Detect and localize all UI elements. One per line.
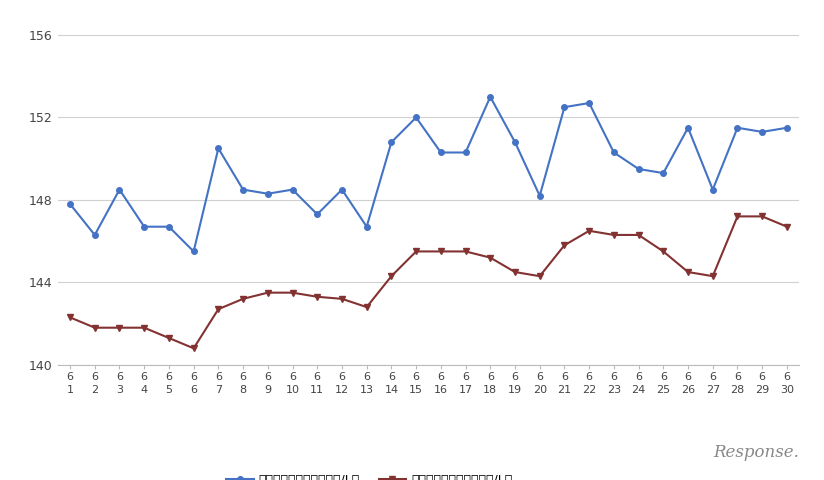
- レギュラー実売価格（円/L）: [535, 273, 545, 279]
- レギュラー看板価格（円/L）: [139, 224, 149, 229]
- レギュラー看板価格（円/L）: [213, 145, 223, 151]
- レギュラー実売価格（円/L）: [609, 232, 619, 238]
- レギュラー看板価格（円/L）: [164, 224, 174, 229]
- レギュラー実売価格（円/L）: [683, 269, 693, 275]
- レギュラー看板価格（円/L）: [584, 100, 594, 106]
- レギュラー実売価格（円/L）: [708, 273, 718, 279]
- レギュラー実売価格（円/L）: [782, 224, 792, 229]
- レギュラー看板価格（円/L）: [757, 129, 767, 135]
- Text: Response.: Response.: [714, 444, 799, 461]
- レギュラー実売価格（円/L）: [658, 249, 668, 254]
- レギュラー看板価格（円/L）: [683, 125, 693, 131]
- レギュラー実売価格（円/L）: [386, 273, 396, 279]
- レギュラー看板価格（円/L）: [312, 212, 322, 217]
- レギュラー看板価格（円/L）: [609, 150, 619, 156]
- レギュラー実売価格（円/L）: [115, 325, 124, 331]
- レギュラー実売価格（円/L）: [510, 269, 520, 275]
- レギュラー看板価格（円/L）: [115, 187, 124, 192]
- レギュラー実売価格（円/L）: [312, 294, 322, 300]
- レギュラー実売価格（円/L）: [90, 325, 100, 331]
- レギュラー実売価格（円/L）: [733, 214, 742, 219]
- レギュラー看板価格（円/L）: [535, 193, 545, 199]
- レギュラー看板価格（円/L）: [485, 94, 495, 100]
- レギュラー看板価格（円/L）: [733, 125, 742, 131]
- レギュラー実売価格（円/L）: [584, 228, 594, 234]
- レギュラー実売価格（円/L）: [65, 314, 75, 320]
- レギュラー看板価格（円/L）: [238, 187, 248, 192]
- レギュラー看板価格（円/L）: [65, 201, 75, 207]
- レギュラー実売価格（円/L）: [411, 249, 421, 254]
- レギュラー実売価格（円/L）: [634, 232, 644, 238]
- レギュラー看板価格（円/L）: [634, 166, 644, 172]
- レギュラー看板価格（円/L）: [263, 191, 273, 197]
- レギュラー実売価格（円/L）: [288, 290, 297, 296]
- レギュラー看板価格（円/L）: [288, 187, 297, 192]
- Line: レギュラー看板価格（円/L）: レギュラー看板価格（円/L）: [68, 94, 789, 254]
- レギュラー看板価格（円/L）: [362, 224, 372, 229]
- Line: レギュラー実売価格（円/L）: レギュラー実売価格（円/L）: [68, 214, 789, 351]
- レギュラー実売価格（円/L）: [337, 296, 347, 302]
- レギュラー看板価格（円/L）: [386, 139, 396, 145]
- レギュラー実売価格（円/L）: [461, 249, 471, 254]
- レギュラー看板価格（円/L）: [658, 170, 668, 176]
- レギュラー看板価格（円/L）: [559, 104, 569, 110]
- レギュラー実売価格（円/L）: [436, 249, 446, 254]
- レギュラー看板価格（円/L）: [189, 249, 199, 254]
- レギュラー実売価格（円/L）: [139, 325, 149, 331]
- レギュラー看板価格（円/L）: [708, 187, 718, 192]
- レギュラー実売価格（円/L）: [189, 346, 199, 351]
- レギュラー看板価格（円/L）: [337, 187, 347, 192]
- レギュラー実売価格（円/L）: [362, 304, 372, 310]
- レギュラー実売価格（円/L）: [485, 255, 495, 261]
- レギュラー実売価格（円/L）: [164, 335, 174, 341]
- レギュラー看板価格（円/L）: [510, 139, 520, 145]
- レギュラー看板価格（円/L）: [461, 150, 471, 156]
- レギュラー実売価格（円/L）: [213, 306, 223, 312]
- Legend: レギュラー看板価格（円/L）, レギュラー実売価格（円/L）: レギュラー看板価格（円/L）, レギュラー実売価格（円/L）: [221, 468, 517, 480]
- レギュラー実売価格（円/L）: [238, 296, 248, 302]
- レギュラー実売価格（円/L）: [757, 214, 767, 219]
- レギュラー実売価格（円/L）: [559, 242, 569, 248]
- レギュラー看板価格（円/L）: [436, 150, 446, 156]
- レギュラー看板価格（円/L）: [411, 115, 421, 120]
- レギュラー看板価格（円/L）: [782, 125, 792, 131]
- レギュラー看板価格（円/L）: [90, 232, 100, 238]
- レギュラー実売価格（円/L）: [263, 290, 273, 296]
